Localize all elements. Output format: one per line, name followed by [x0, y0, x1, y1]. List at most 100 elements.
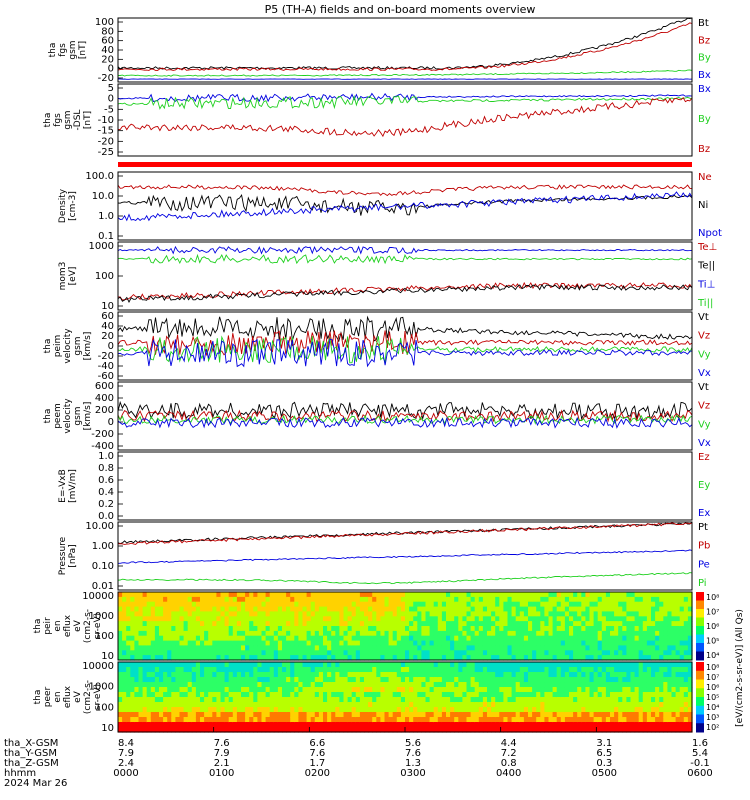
panel-fgs2-ytick: -5 — [104, 104, 114, 115]
panel-peem-ytick: -200 — [91, 429, 114, 440]
panel-temp-ytick: 10 — [101, 301, 114, 312]
panel-density-ytick: 100.0 — [85, 171, 114, 182]
panel-fgs2-ytick: 0 — [108, 94, 114, 105]
panel-fgs1-series-2 — [118, 69, 693, 77]
panel-peir-ytick: 100 — [95, 631, 114, 642]
xaxis-value: 0400 — [496, 768, 521, 779]
colorbar-swatch — [696, 697, 704, 707]
colorbar-swatch — [696, 705, 704, 715]
xaxis-value: 0600 — [687, 768, 712, 779]
panel-fgs2-ylabel: thafgsgsm-DSL[nT] — [43, 110, 93, 131]
panel-fgs2-series-1 — [117, 94, 693, 110]
legend-efield-2: Ex — [698, 508, 710, 519]
legend-peem-1: Vz — [698, 401, 710, 412]
panel-temp-ytick: 100 — [95, 271, 114, 282]
panel-peir-ytick: 1000 — [89, 611, 114, 622]
panel-temp-series-0 — [117, 281, 693, 301]
panel-fgs1-series-1 — [117, 22, 693, 71]
panel-peim-ytick: 40 — [101, 321, 114, 332]
panel-peem-ytick: 200 — [95, 405, 114, 416]
colorbar-swatch — [696, 723, 704, 733]
colorbar-tick: 10² — [706, 723, 719, 732]
panel-peim-ytick: -40 — [98, 361, 114, 372]
colorbar-swatch — [696, 634, 704, 644]
colorbar-tick: 10⁸ — [706, 593, 719, 602]
panel-fgs2-frame — [117, 83, 693, 157]
legend-pressure-2: Pe — [698, 559, 710, 570]
panel-peim: thapeimvelocitygsm[km/s] 6040200-20-40-60… — [43, 311, 711, 382]
panel-peer-ytick: 100 — [95, 702, 114, 713]
xaxis-value: 2.4 — [118, 758, 134, 769]
xaxis-value: 0000 — [113, 768, 138, 779]
legend-fgs1-0: Bt — [698, 18, 709, 29]
panel-pressure-series-3 — [117, 572, 693, 585]
legend-peem-0: Vt — [698, 382, 709, 393]
colorbar-tick: 10⁶ — [706, 683, 719, 692]
panel-peim-ytick: -60 — [98, 371, 114, 382]
colorbar-swatch — [696, 670, 704, 680]
panel-density-series-0 — [117, 184, 693, 197]
panel-peem-series-2 — [117, 414, 693, 425]
colorbar-swatch — [696, 600, 704, 610]
panel-peim-ytick: -20 — [98, 351, 114, 362]
panel-temp-ylabel: mom3[eV] — [58, 262, 78, 291]
legend-pressure-3: Pi — [698, 578, 707, 589]
panel-pressure-series-2 — [118, 549, 693, 564]
panel-peim-ytick: 0 — [108, 341, 114, 352]
legend-peim-0: Vt — [698, 312, 709, 323]
legend-pressure-1: Pb — [698, 541, 710, 552]
panel-peim-series-3 — [117, 338, 693, 368]
xaxis-value: 6.6 — [309, 738, 325, 749]
legend-density-2: Npot — [698, 228, 722, 239]
colorbar-swatch — [696, 626, 704, 635]
colorbar-tick: 10⁸ — [706, 663, 719, 672]
panel-fgs1-series-0 — [117, 17, 693, 70]
xaxis-value: 6.5 — [596, 748, 612, 759]
legend-fgs2-1: By — [698, 114, 711, 125]
panel-temp-series-1 — [117, 283, 693, 303]
panel-efield-ylabel: E=-VxB[mV/m] — [58, 469, 78, 503]
panel-fgs1-ytick: 100 — [95, 17, 114, 28]
xaxis-value: 7.9 — [214, 748, 230, 759]
xaxis-value: 5.4 — [692, 748, 708, 759]
legend-temp-2: Ti⊥ — [697, 279, 715, 290]
colorbar-tick: 10⁴ — [706, 651, 719, 660]
panel-peim-ytick: 20 — [101, 331, 114, 342]
panel-peem-ytick: 600 — [95, 381, 114, 392]
panel-density-ylabel: Density[cm-3] — [58, 188, 78, 223]
panel-fgs1-frame — [117, 17, 693, 83]
panel-pressure-ytick: 0.10 — [92, 561, 114, 572]
panel-density-series-2 — [117, 191, 693, 222]
panel-peir-ylabel: thapeirenefluxeV(cm2-s-sr-eV) — [33, 609, 103, 643]
panel-peem-series-0 — [117, 400, 693, 421]
panel-temp-series-3 — [117, 253, 693, 265]
xaxis-value: 0100 — [209, 768, 234, 779]
panel-peir-ytick: 10000 — [82, 591, 114, 602]
panel-fgs1-ytick: 60 — [101, 36, 114, 47]
panel-pressure-ylabel: Pressure[nPa] — [58, 536, 78, 575]
panel-density-ytick: 0.1 — [98, 231, 114, 242]
colorbar-swatch — [696, 662, 704, 672]
panel-temp-ytick: 1000 — [89, 241, 114, 252]
xaxis-value: 0.8 — [501, 758, 517, 769]
panel-fgs2-ytick: -15 — [98, 126, 114, 137]
xaxis-value: 7.6 — [405, 748, 421, 759]
xaxis-row-label: tha_Z-GSM — [4, 758, 59, 769]
panel-efield-ytick: 0.0 — [98, 511, 114, 522]
panel-temp-frame — [117, 241, 693, 311]
panel-peer: thapeerenefluxeV(cm2-s-sr-eV) 10000 1000 10… — [33, 661, 719, 734]
panel-fgs2-series-0 — [117, 92, 693, 103]
xaxis-value: 7.6 — [214, 738, 230, 749]
colorbar-tick: 10⁵ — [706, 693, 719, 702]
legend-fgs1-1: Bz — [698, 35, 710, 46]
panel-temp-series-2 — [117, 245, 693, 255]
panel-efield-ytick: 0.2 — [98, 499, 114, 510]
panel-pressure-ytick: 1.00 — [92, 541, 114, 552]
panel-peem: thapeemvelocitygsm[km/s]6004002000-200-4… — [43, 381, 711, 452]
colorbar-tick: 10³ — [706, 713, 719, 722]
xaxis-value: 0200 — [305, 768, 330, 779]
panel-peem-ytick: 0 — [108, 417, 114, 428]
xaxis-value: 3.1 — [596, 738, 612, 749]
panel-efield-ytick: 0.8 — [98, 463, 114, 474]
panel-fgs2-ytick: -20 — [98, 136, 114, 147]
